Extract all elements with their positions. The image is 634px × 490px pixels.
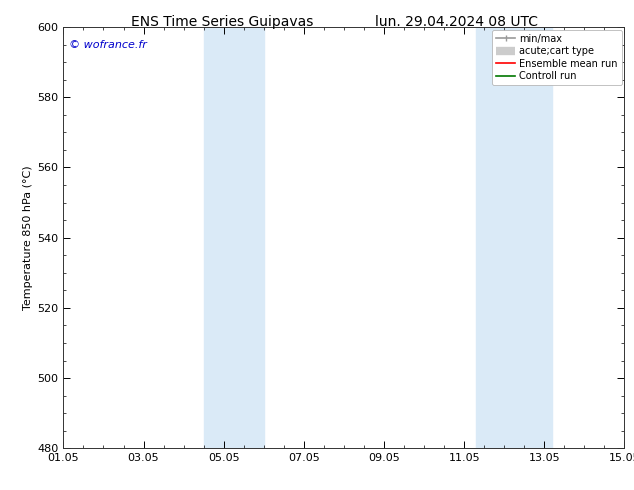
Bar	[204, 27, 264, 448]
Bar	[476, 27, 552, 448]
Text: © wofrance.fr: © wofrance.fr	[69, 40, 147, 49]
Text: lun. 29.04.2024 08 UTC: lun. 29.04.2024 08 UTC	[375, 15, 538, 29]
Legend: min/max, acute;cart type, Ensemble mean run, Controll run: min/max, acute;cart type, Ensemble mean …	[492, 30, 621, 85]
Y-axis label: Temperature 850 hPa (°C): Temperature 850 hPa (°C)	[23, 165, 33, 310]
Text: ENS Time Series Guipavas: ENS Time Series Guipavas	[131, 15, 313, 29]
